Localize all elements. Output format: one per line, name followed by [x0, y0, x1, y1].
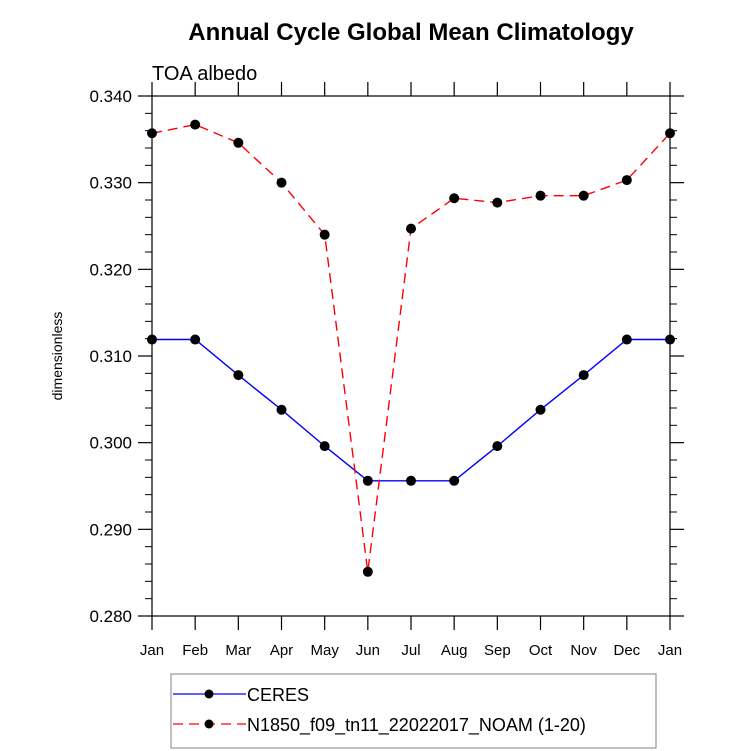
- x-tick-label: Jan: [140, 642, 164, 659]
- y-tick-label: 0.340: [89, 87, 132, 106]
- y-axis-label: dimensionless: [49, 312, 65, 401]
- series-line-0: [152, 338, 670, 482]
- x-tick-label: Mar: [225, 642, 251, 659]
- series-1-point: [449, 193, 460, 204]
- y-tick-label: 0.310: [89, 347, 132, 366]
- x-tick-label: Dec: [613, 642, 640, 659]
- series-1-point: [276, 177, 287, 188]
- series-0-point: [535, 404, 546, 415]
- series-0-point: [578, 370, 589, 381]
- x-tick-label: Apr: [270, 642, 293, 659]
- legend-box: [170, 673, 657, 749]
- series-0-point: [233, 370, 244, 381]
- chart-title: Annual Cycle Global Mean Climatology: [188, 19, 634, 46]
- x-tick-label: Jun: [356, 642, 380, 659]
- series-1-point: [492, 197, 503, 208]
- y-tick-label: 0.300: [89, 434, 132, 453]
- series-0-point: [406, 475, 416, 486]
- series-line-1: [151, 123, 671, 572]
- y-tick-label: 0.330: [89, 174, 132, 193]
- series-0-point: [449, 475, 460, 486]
- series-1-point: [621, 175, 632, 186]
- x-tick-label: Aug: [441, 642, 468, 659]
- series-1-point: [578, 190, 589, 201]
- x-tick-label: Sep: [484, 642, 511, 659]
- series-layer: [147, 119, 675, 577]
- series-1-point: [406, 223, 416, 234]
- legend-label-model: N1850_f09_tn11_22022017_NOAM (1-20): [247, 715, 586, 736]
- series-0-point: [276, 404, 287, 415]
- x-tick-label: Jul: [401, 642, 420, 659]
- x-tick-label: Jan: [658, 642, 682, 659]
- series-0-point: [492, 441, 503, 452]
- series-1-point: [190, 119, 201, 130]
- series-1-point: [319, 229, 330, 240]
- legend: CERES N1850_f09_tn11_22022017_NOAM (1-20…: [170, 673, 657, 749]
- y-tick-label: 0.290: [89, 520, 132, 539]
- x-tick-label: Feb: [182, 642, 208, 659]
- series-1-point: [233, 137, 244, 148]
- series-1-point: [535, 190, 546, 201]
- legend-marker-ceres: [204, 689, 214, 699]
- x-tick-label: May: [310, 642, 339, 659]
- series-0-point: [190, 334, 201, 345]
- series-1-point: [362, 566, 373, 577]
- legend-label-ceres: CERES: [247, 685, 309, 705]
- x-tick-labels: Jan Feb Mar Apr May Jun Jul Aug Sep Oct Nov Dec Jan: [140, 642, 682, 659]
- series-0-point: [319, 441, 330, 452]
- plot-frame: [151, 95, 671, 617]
- series-0-point: [621, 334, 632, 345]
- x-tick-label: Oct: [529, 642, 553, 659]
- y-tick-label: 0.320: [89, 260, 132, 279]
- axis-ticks: [138, 82, 684, 630]
- y-tick-labels: 0.280 0.290 0.300 0.310 0.320 0.330 0.340: [89, 87, 132, 626]
- y-tick-label: 0.280: [89, 607, 132, 626]
- legend-marker-model: [204, 719, 214, 729]
- chart-subtitle: TOA albedo: [152, 63, 257, 85]
- x-tick-label: Nov: [570, 642, 597, 659]
- series-0-point: [362, 475, 373, 486]
